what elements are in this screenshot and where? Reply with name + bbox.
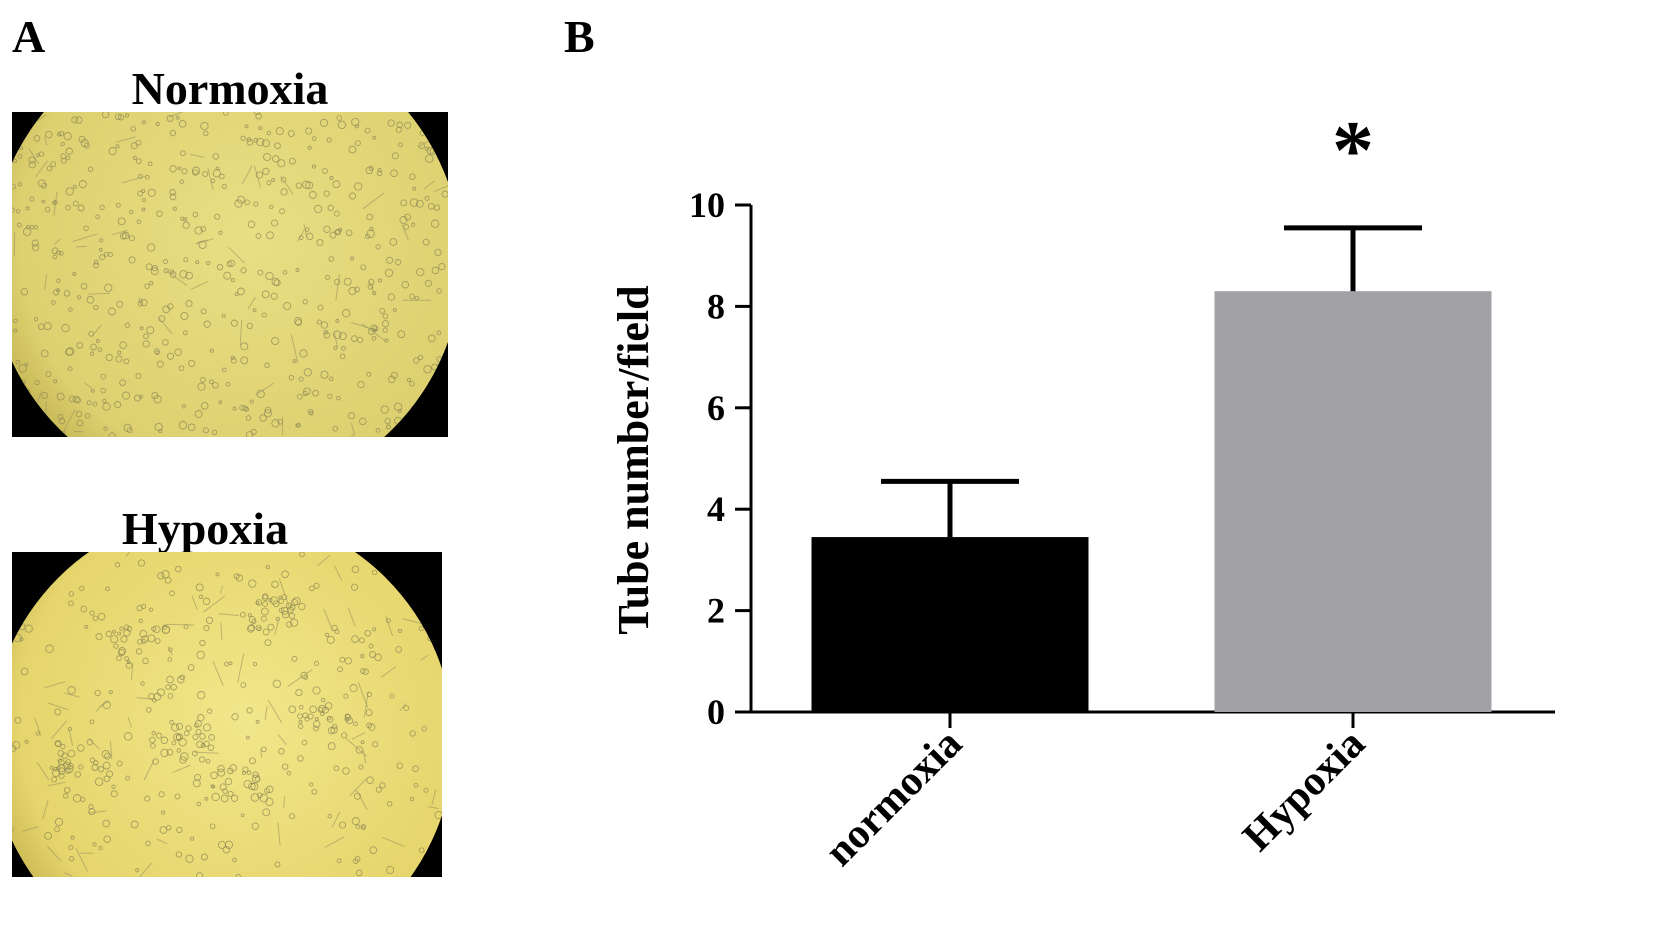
micrograph-normoxia-image [12, 112, 448, 437]
micrograph-title-hypoxia: Hypoxia [121, 503, 289, 554]
y-tick-label: 2 [707, 591, 725, 631]
x-tick-label-normoxia: normoxia [816, 721, 971, 876]
y-tick-label: 8 [707, 286, 725, 326]
bar-normoxia [811, 537, 1089, 712]
micrograph-title-normoxia: Normoxia [131, 63, 329, 114]
micrograph-hypoxia [12, 552, 442, 877]
micrograph-normoxia [12, 112, 448, 437]
y-tick-label: 0 [707, 692, 725, 732]
y-axis-title: Tube number/field [609, 285, 658, 634]
micrograph-hypoxia-image [12, 552, 442, 877]
y-tick-label: 6 [707, 388, 725, 428]
panel-label-b: B [564, 11, 595, 62]
y-tick-label: 10 [689, 185, 725, 225]
panel-label-a: A [12, 11, 46, 62]
significance-marker: * [1332, 104, 1374, 197]
bar-hypoxia [1214, 291, 1492, 712]
y-tick-label: 4 [707, 489, 725, 529]
x-tick-label-hypoxia: Hypoxia [1234, 721, 1374, 861]
